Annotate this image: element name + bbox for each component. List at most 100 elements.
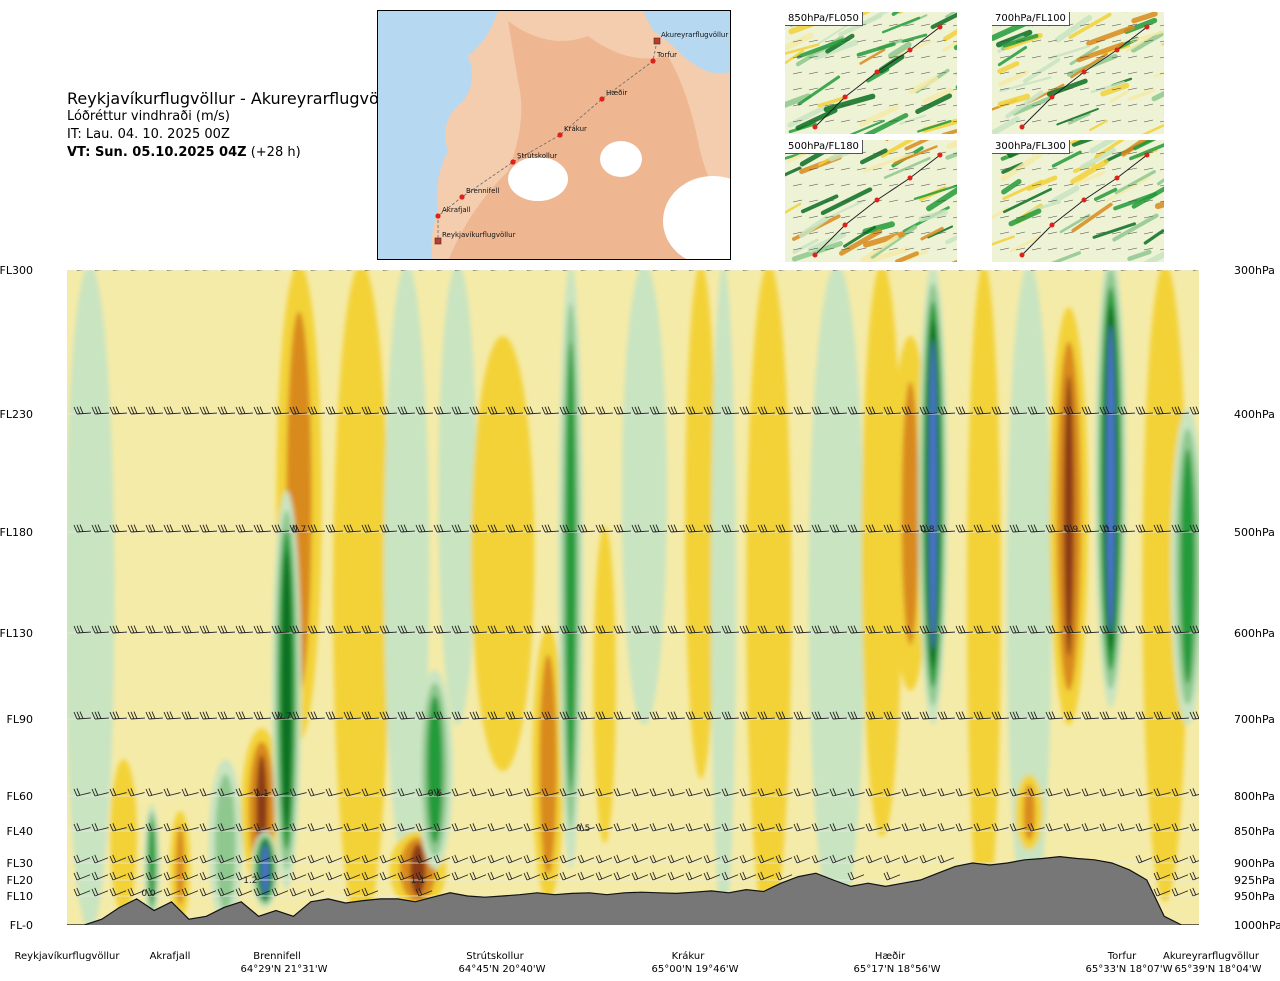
pressure-label: 925hPa <box>1234 874 1275 887</box>
wind-barb <box>613 788 631 797</box>
panel-wind-barb <box>888 39 899 43</box>
wind-barb <box>955 711 973 720</box>
wind-barb <box>1009 711 1027 720</box>
map-station-label: Strútskollur <box>517 152 557 160</box>
wind-barb <box>361 711 379 720</box>
panel-field-streak <box>859 104 900 127</box>
panel-wind-barb <box>904 119 915 123</box>
panel-wind-barb <box>920 87 931 91</box>
wind-barb <box>145 406 163 415</box>
panel-wind-barb <box>904 231 915 235</box>
wind-barb <box>685 823 703 832</box>
panel-field-streak <box>1090 81 1126 94</box>
wind-barb <box>361 625 379 634</box>
wind-barb <box>1189 711 1199 720</box>
level-panel-700-graphic <box>992 12 1164 134</box>
panel-field-streak <box>1114 170 1156 195</box>
wind-barb <box>181 625 199 634</box>
panel-wind-barb <box>904 247 915 251</box>
wind-barb <box>451 871 469 881</box>
panel-field-streak <box>849 119 885 134</box>
wind-barb <box>145 871 163 881</box>
wind-barb <box>307 823 325 832</box>
wind-barb <box>415 406 433 415</box>
panel-wind-barb <box>840 167 851 171</box>
panel-wind-barb <box>1127 103 1138 107</box>
panel-field-streak <box>1071 140 1094 147</box>
wind-barb <box>130 270 138 271</box>
panel-station-marker <box>812 124 818 130</box>
panel-wind-barb <box>1031 87 1042 91</box>
wind-barb <box>220 270 228 271</box>
wind-barb <box>109 788 127 797</box>
panel-wind-barb <box>1079 167 1090 171</box>
wind-barb <box>1117 711 1135 720</box>
panel-field-streak <box>1120 140 1149 157</box>
wind-barb <box>415 887 433 897</box>
panel-wind-barb <box>1127 247 1138 251</box>
wind-barb <box>109 711 127 720</box>
wind-barb <box>1048 270 1056 271</box>
velocity-band-19-1 <box>691 310 711 733</box>
wind-barb <box>598 270 606 271</box>
panel-wind-barb <box>824 55 835 59</box>
panel-field-streak <box>1068 112 1091 125</box>
wind-barb <box>1009 823 1027 832</box>
wind-barb <box>559 871 577 881</box>
wind-barb <box>1045 524 1063 533</box>
panel-wind-barb <box>872 87 883 91</box>
panel-wind-barb <box>856 39 867 43</box>
pressure-label: 800hPa <box>1234 790 1275 803</box>
wind-barb <box>667 823 685 832</box>
panel-wind-barb <box>856 87 867 91</box>
wind-barb <box>235 854 253 864</box>
wind-barb <box>1156 270 1164 271</box>
panel-wind-barb <box>808 215 819 219</box>
panel-wind-barb <box>1095 199 1106 203</box>
wind-barb <box>1045 711 1063 720</box>
panel-wind-barb <box>999 119 1010 123</box>
panel-field-streak <box>920 226 944 241</box>
wind-barb <box>1009 524 1027 533</box>
panel-wind-barb <box>952 72 957 75</box>
panel-field-streak <box>858 12 871 17</box>
wind-barb <box>523 823 541 832</box>
wind-barb <box>865 406 883 415</box>
panel-field-streak <box>1130 31 1164 53</box>
wind-barb <box>490 270 498 271</box>
panel-wind-barb <box>1079 247 1090 251</box>
wind-barb <box>289 887 307 897</box>
panel-field-streak <box>913 184 957 201</box>
wind-barb <box>613 406 631 415</box>
panel-wind-barb <box>1047 71 1058 75</box>
wind-barb <box>127 406 145 415</box>
wind-barb <box>1045 788 1063 797</box>
panel-wind-barb <box>999 183 1010 187</box>
wind-barb <box>199 871 217 881</box>
wind-barb <box>865 854 883 864</box>
wind-barb <box>685 788 703 797</box>
wind-barb <box>1027 823 1045 832</box>
contour-label-2: 1.1 <box>255 789 269 799</box>
panel-wind-barb <box>824 167 835 171</box>
panel-field-streak <box>796 38 845 59</box>
panel-wind-barb <box>1031 231 1042 235</box>
wind-barb <box>1117 625 1135 634</box>
valid-time-offset: (+28 h) <box>250 145 301 160</box>
panel-wind-barb <box>1095 55 1106 59</box>
map-airport-marker <box>653 37 661 45</box>
panel-wind-barb <box>999 103 1010 107</box>
wind-barb <box>757 823 775 832</box>
panel-wind-barb <box>920 183 931 187</box>
wind-barb <box>109 854 127 864</box>
panel-field-streak <box>1003 187 1053 214</box>
panel-wind-barb <box>1047 87 1058 91</box>
panel-wind-barb <box>1143 55 1154 59</box>
panel-field-streak <box>927 225 953 239</box>
waypoint-name: Akrafjall <box>150 951 191 962</box>
wind-barb <box>577 524 595 533</box>
panel-field-streak <box>1093 187 1118 201</box>
panel-wind-barb <box>1063 215 1074 219</box>
wind-barb <box>937 625 955 634</box>
panel-wind-barb <box>1143 199 1154 203</box>
